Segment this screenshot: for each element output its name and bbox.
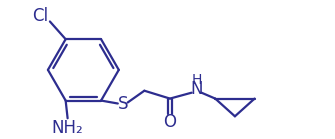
- Text: Cl: Cl: [32, 7, 48, 25]
- Text: NH₂: NH₂: [52, 119, 83, 137]
- Text: O: O: [163, 113, 177, 131]
- Text: N: N: [190, 80, 203, 98]
- Text: S: S: [118, 95, 128, 113]
- Text: H: H: [191, 73, 202, 87]
